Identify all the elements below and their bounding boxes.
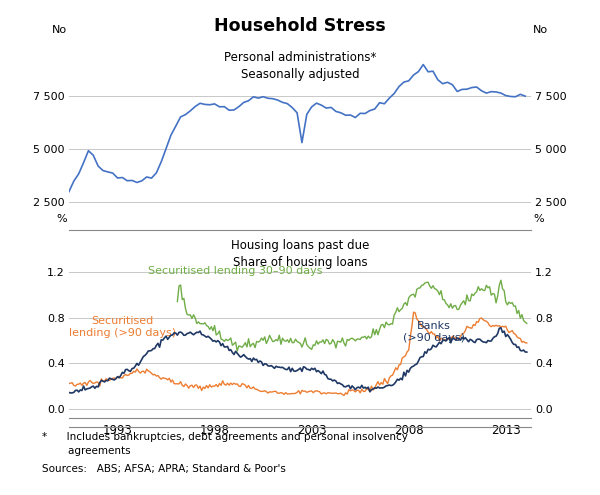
Text: Securitised
lending (>90 days): Securitised lending (>90 days) xyxy=(68,315,176,338)
Text: *      Includes bankruptcies, debt agreements and personal insolvency: * Includes bankruptcies, debt agreements… xyxy=(42,432,408,442)
Text: No: No xyxy=(52,25,67,35)
Text: Banks
(>90 days): Banks (>90 days) xyxy=(403,321,465,344)
Text: Household Stress: Household Stress xyxy=(214,17,386,35)
Text: Securitised lending 30–90 days: Securitised lending 30–90 days xyxy=(148,266,323,276)
Text: Sources:   ABS; AFSA; APRA; Standard & Poor's: Sources: ABS; AFSA; APRA; Standard & Poo… xyxy=(42,464,286,474)
Text: Personal administrations*
Seasonally adjusted: Personal administrations* Seasonally adj… xyxy=(224,51,376,82)
Text: Housing loans past due
Share of housing loans: Housing loans past due Share of housing … xyxy=(231,239,369,269)
Text: %: % xyxy=(533,214,544,224)
Text: No: No xyxy=(533,25,548,35)
Text: agreements: agreements xyxy=(42,446,131,456)
Text: %: % xyxy=(56,214,67,224)
